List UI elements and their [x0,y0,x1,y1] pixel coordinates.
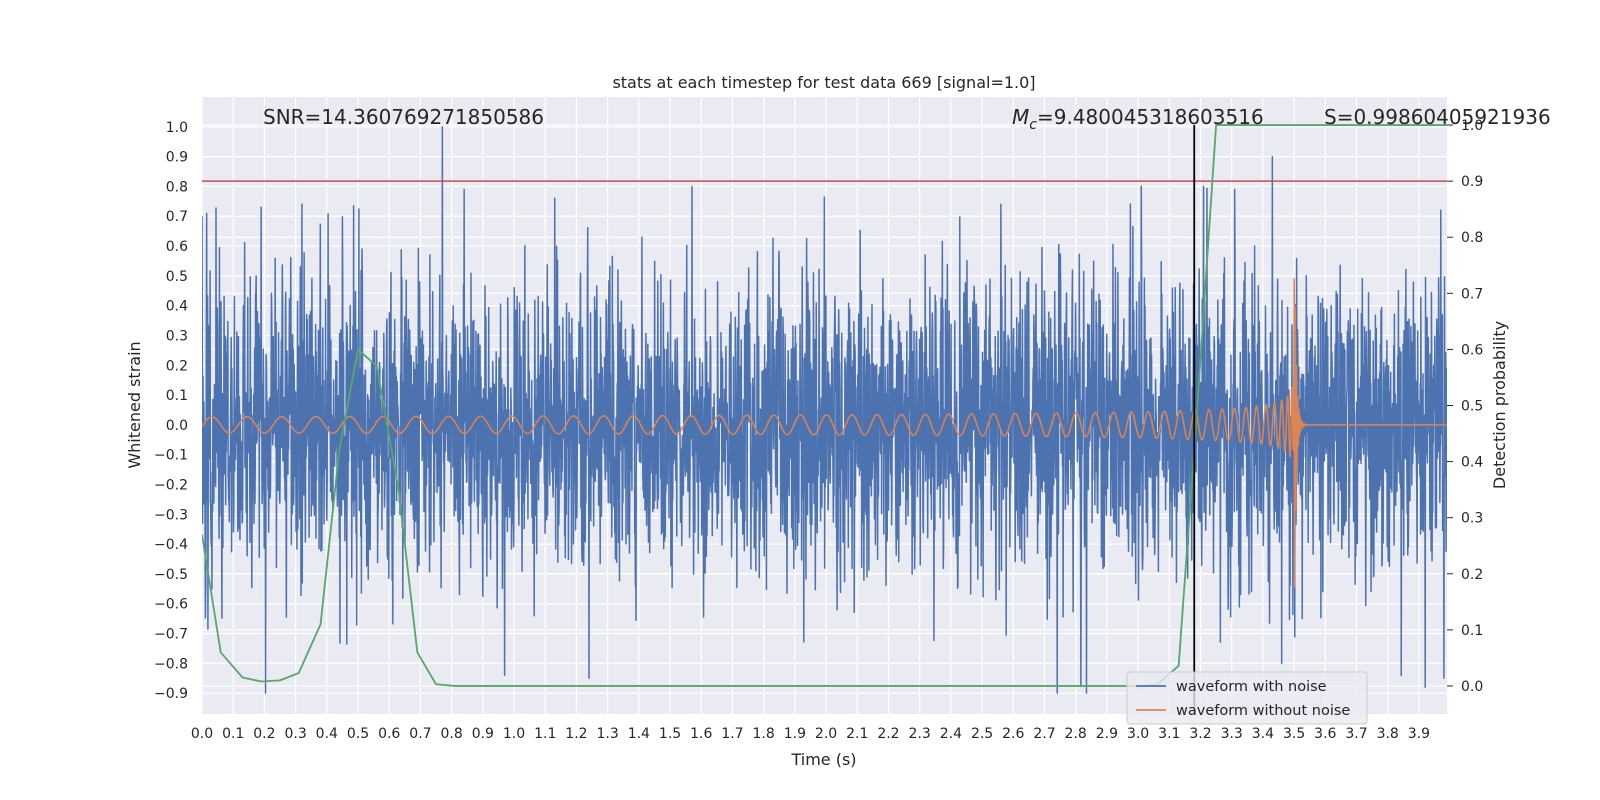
x-tick-label: 1.6 [690,726,712,742]
y2-tick-label: 0.3 [1461,511,1483,527]
x-tick-label: 2.0 [815,726,837,742]
y-tick-label: 0.6 [166,239,188,255]
x-tick-label: 0.7 [409,726,431,742]
chirp-mass-annotation: Mc=9.480045318603516 [1012,105,1264,133]
y-axis-ticks: −0.9 −0.8 −0.7 −0.6 −0.5 −0.4 −0.3 −0.2 −0.1 0.0 0… [154,120,188,702]
x-tick-label: 1.3 [597,726,619,742]
x-tick-label: 3.3 [1221,726,1243,742]
x-tick-label: 1.4 [628,726,650,742]
x-tick-label: 2.8 [1065,726,1087,742]
x-tick-label: 0.5 [347,726,369,742]
y-tick-label: −0.8 [154,656,188,672]
x-tick-label: 0.9 [472,726,494,742]
chart-title: stats at each timestep for test data 669… [612,73,1035,92]
mc-symbol: M [1012,105,1029,129]
x-axis-ticks: 0.0 0.1 0.2 0.3 0.4 0.5 0.6 0.7 0.8 0.9 1.0 1.1 1.2 1… [191,726,1430,742]
mc-value: =9.480045318603516 [1037,105,1264,129]
x-tick-label: 2.2 [877,726,899,742]
y2-tick-label: 0.8 [1461,230,1483,246]
x-tick-label: 3.6 [1314,726,1336,742]
waveform-with-noise-line [202,126,1447,694]
y-tick-label: −0.6 [154,597,188,613]
y2-tick-label: 0.6 [1461,342,1483,358]
y-tick-label: −0.9 [154,686,188,702]
x-tick-label: 3.7 [1345,726,1367,742]
y2-tick-label: 0.1 [1461,623,1483,639]
x-tick-label: 0.8 [440,726,462,742]
x-tick-label: 1.0 [503,726,525,742]
y2-tick-label: 0.7 [1461,286,1483,302]
y-tick-label: 0.9 [166,150,188,166]
detection-probability-line [202,124,1447,687]
x-tick-label: 1.7 [721,726,743,742]
y-tick-label: 0.0 [166,418,188,434]
y2-tick-label: 1.0 [1461,118,1483,134]
y2-axis-ticks: 0.0 0.1 0.2 0.3 0.4 0.5 0.6 0.7 0.8 0.9 1.0 [1447,118,1483,695]
y2-axis-label: Detection probability [1490,321,1509,489]
legend-label-clean: waveform without noise [1176,703,1350,719]
legend-label-noise: waveform with noise [1176,679,1327,695]
y-tick-label: 0.1 [166,388,188,404]
x-tick-label: 2.3 [909,726,931,742]
x-tick-label: 1.8 [753,726,775,742]
x-tick-label: 0.4 [316,726,338,742]
x-tick-label: 0.0 [191,726,213,742]
y-tick-label: −0.7 [154,627,188,643]
y-tick-label: 0.3 [166,328,188,344]
y-tick-label: −0.1 [154,448,188,464]
waveform-without-noise-line [202,278,1447,588]
x-tick-label: 0.2 [253,726,275,742]
x-tick-label: 2.4 [940,726,962,742]
x-tick-label: 0.6 [378,726,400,742]
y-tick-label: 0.8 [166,179,188,195]
y-tick-label: −0.4 [154,537,188,553]
y-axis-label: Whitened strain [125,341,144,468]
y-tick-label: 1.0 [166,120,188,136]
mc-subscript: c [1029,117,1037,133]
x-tick-label: 1.1 [534,726,556,742]
x-tick-label: 3.0 [1127,726,1149,742]
y-tick-label: 0.5 [166,269,188,285]
y2-tick-label: 0.2 [1461,567,1483,583]
y-tick-label: 0.4 [166,299,188,315]
x-tick-label: 3.9 [1408,726,1430,742]
x-tick-label: 3.1 [1158,726,1180,742]
snr-annotation: SNR=14.360769271850586 [263,105,544,129]
y-tick-label: 0.7 [166,209,188,225]
y-tick-label: 0.2 [166,358,188,374]
x-tick-label: 0.3 [284,726,306,742]
legend: waveform with noise waveform without noi… [1126,671,1368,725]
score-annotation: S=0.99860405921936 [1324,105,1551,129]
x-tick-label: 1.2 [565,726,587,742]
x-tick-label: 3.8 [1377,726,1399,742]
x-tick-label: 2.1 [846,726,868,742]
y-tick-label: −0.3 [154,507,188,523]
x-axis-label: Time (s) [790,750,856,769]
x-tick-label: 3.5 [1283,726,1305,742]
y2-tick-label: 0.4 [1461,455,1483,471]
x-tick-label: 3.4 [1252,726,1274,742]
legend-box [1126,671,1368,725]
y-tick-label: −0.2 [154,477,188,493]
x-tick-label: 2.5 [971,726,993,742]
y2-tick-label: 0.9 [1461,174,1483,190]
y2-tick-label: 0.0 [1461,679,1483,695]
x-tick-label: 3.2 [1189,726,1211,742]
x-tick-label: 0.1 [222,726,244,742]
x-tick-label: 1.9 [784,726,806,742]
y-tick-label: −0.5 [154,567,188,583]
x-tick-label: 2.7 [1033,726,1055,742]
x-tick-label: 2.9 [1096,726,1118,742]
x-tick-label: 1.5 [659,726,681,742]
x-tick-label: 2.6 [1002,726,1024,742]
y2-tick-label: 0.5 [1461,399,1483,415]
